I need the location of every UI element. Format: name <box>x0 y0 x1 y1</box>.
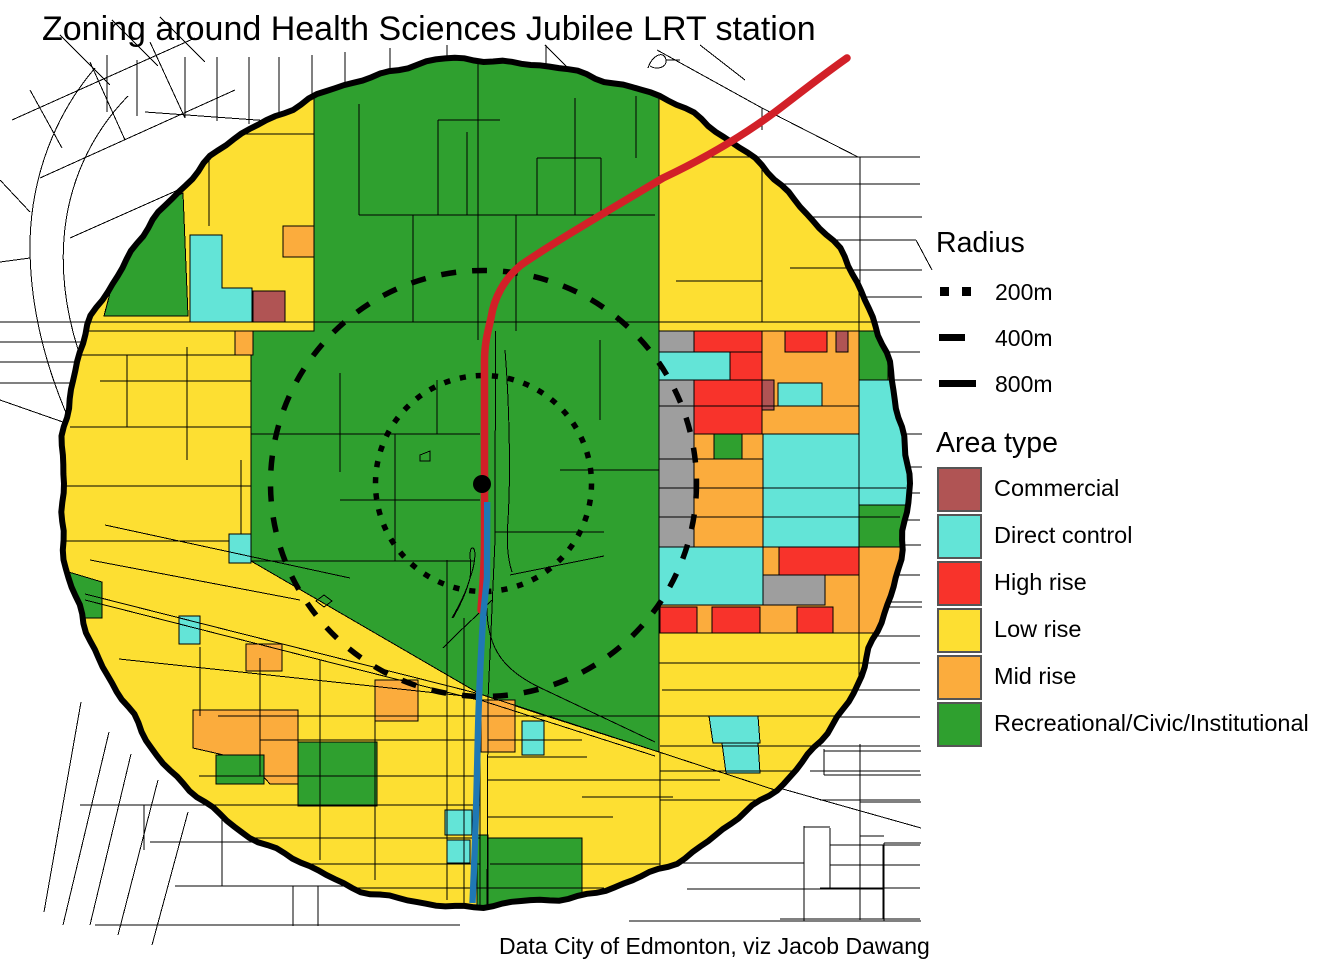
svg-text:400m: 400m <box>995 325 1053 351</box>
svg-text:200m: 200m <box>995 279 1053 305</box>
svg-text:Recreational/Civic/Institution: Recreational/Civic/Institutional <box>994 710 1309 736</box>
svg-text:Commercial: Commercial <box>994 475 1119 501</box>
svg-text:Data City of Edmonton, viz Jac: Data City of Edmonton, viz Jacob Dawang <box>499 933 930 959</box>
svg-text:Radius: Radius <box>936 227 1025 259</box>
svg-text:Low rise: Low rise <box>994 616 1082 642</box>
svg-text:Direct control: Direct control <box>994 522 1132 548</box>
svg-text:Area type: Area type <box>936 427 1058 459</box>
svg-text:Zoning around Health Sciences: Zoning around Health Sciences Jubilee LR… <box>42 10 816 48</box>
svg-text:Mid rise: Mid rise <box>994 663 1076 689</box>
svg-text:High rise: High rise <box>994 569 1087 595</box>
svg-text:800m: 800m <box>995 371 1053 397</box>
